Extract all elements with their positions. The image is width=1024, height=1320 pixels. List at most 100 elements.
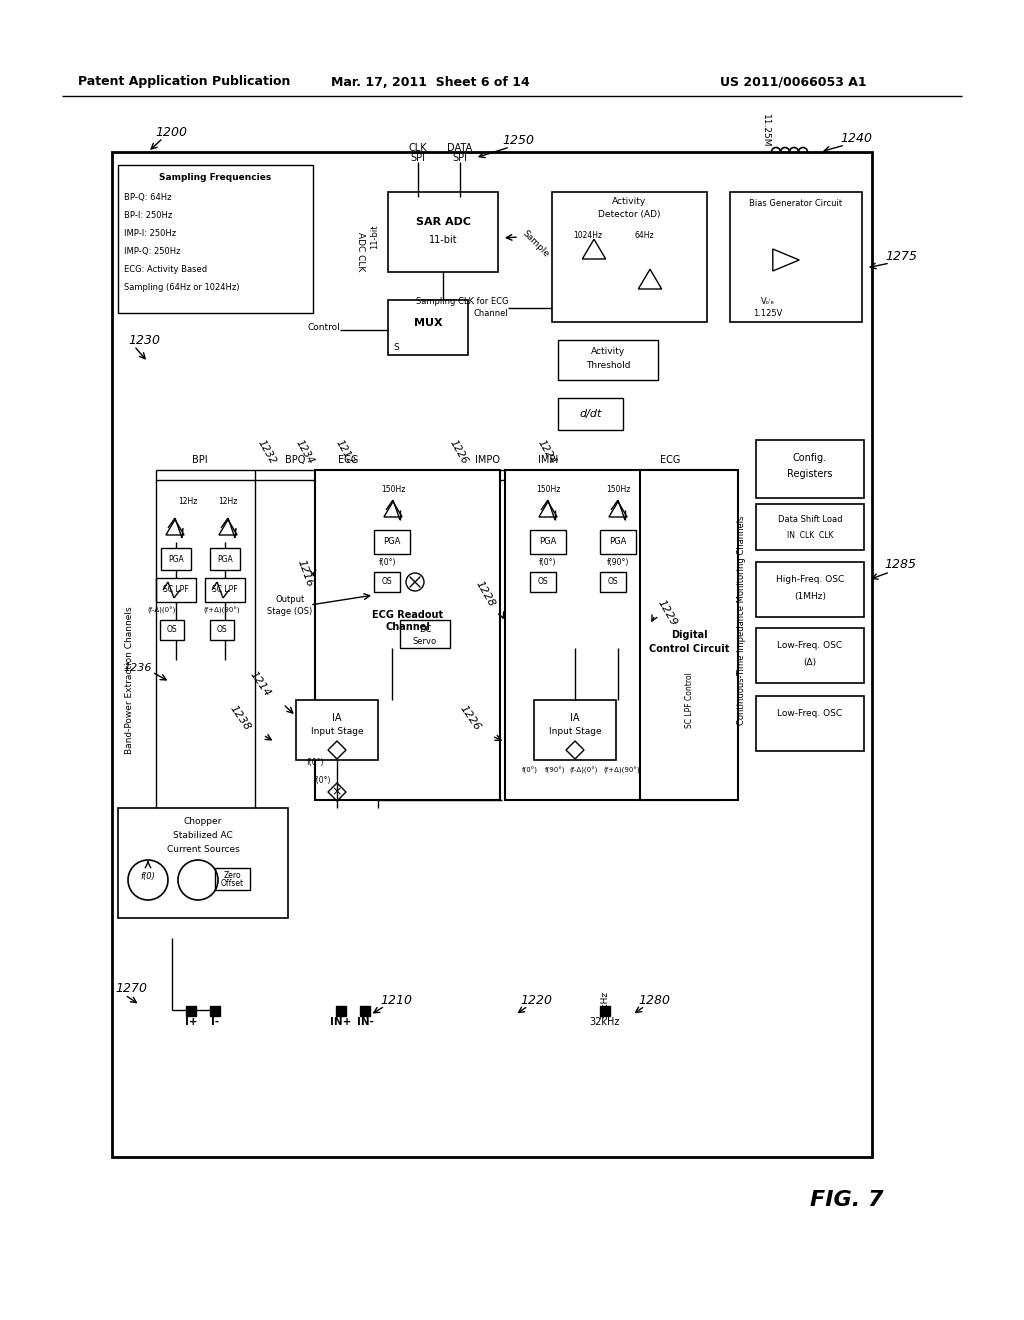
Bar — [215, 869, 250, 890]
Text: 1236: 1236 — [124, 663, 152, 673]
Text: (f-Δ)(0°): (f-Δ)(0°) — [569, 767, 598, 774]
Text: DATA: DATA — [447, 143, 472, 153]
Text: 1212: 1212 — [334, 437, 355, 466]
Text: SC LPF Control: SC LPF Control — [685, 672, 694, 727]
Text: 150Hz: 150Hz — [536, 486, 560, 495]
Text: MUX: MUX — [414, 318, 442, 327]
Text: f(0°): f(0°) — [540, 557, 557, 566]
Text: Control: Control — [307, 323, 340, 333]
Bar — [296, 700, 378, 760]
Bar — [336, 1006, 346, 1016]
Text: 1210: 1210 — [380, 994, 412, 1006]
Text: 64Hz: 64Hz — [634, 231, 653, 239]
Bar — [505, 470, 720, 800]
Text: IMP-I: 250Hz: IMP-I: 250Hz — [124, 228, 176, 238]
Text: IA: IA — [332, 713, 342, 723]
Text: SAR ADC: SAR ADC — [416, 216, 470, 227]
Bar — [558, 341, 658, 380]
Text: (Δ): (Δ) — [804, 657, 816, 667]
Text: f(0°): f(0°) — [307, 758, 325, 767]
Text: OS: OS — [382, 578, 392, 586]
Text: (f-Δ)(0°): (f-Δ)(0°) — [147, 606, 176, 614]
Text: ECG: Activity Based: ECG: Activity Based — [124, 265, 207, 275]
Text: f(90°): f(90°) — [545, 767, 565, 774]
Text: 1240: 1240 — [840, 132, 872, 144]
Text: PGA: PGA — [168, 554, 184, 564]
Text: Input Stage: Input Stage — [549, 727, 601, 737]
Text: IMPO: IMPO — [475, 455, 501, 465]
Text: IMP-Q: 250Hz: IMP-Q: 250Hz — [124, 247, 180, 256]
Text: 11-bit: 11-bit — [429, 235, 458, 246]
Text: PGA: PGA — [383, 537, 400, 546]
Text: f(0°): f(0°) — [314, 776, 332, 784]
Text: Activity: Activity — [612, 198, 646, 206]
Text: ECG: ECG — [338, 455, 358, 465]
Text: Chopper: Chopper — [184, 817, 222, 826]
Text: 12Hz: 12Hz — [178, 498, 198, 507]
Text: Continuous-Time Impedance Monitoring Channels: Continuous-Time Impedance Monitoring Cha… — [737, 515, 746, 725]
Text: 1275: 1275 — [885, 249, 918, 263]
Text: 150Hz: 150Hz — [606, 486, 630, 495]
Text: OS: OS — [217, 626, 227, 635]
Text: 1230: 1230 — [128, 334, 160, 346]
Text: I-: I- — [211, 1016, 219, 1027]
Text: OS: OS — [167, 626, 177, 635]
Text: IN-: IN- — [356, 1016, 374, 1027]
Text: 1024Hz: 1024Hz — [573, 231, 602, 239]
Bar — [210, 548, 240, 570]
Text: 32kHz: 32kHz — [600, 991, 609, 1019]
Bar — [558, 399, 623, 430]
Text: Low-Freq. OSC: Low-Freq. OSC — [777, 642, 843, 651]
Text: Vₒⁱₑ: Vₒⁱₑ — [761, 297, 775, 306]
Bar — [756, 628, 864, 682]
Bar — [400, 620, 450, 648]
Text: Sampling (64Hz or 1024Hz): Sampling (64Hz or 1024Hz) — [124, 282, 240, 292]
Bar — [360, 1006, 370, 1016]
Text: DC: DC — [419, 626, 431, 635]
Bar — [160, 620, 184, 640]
Text: 1226: 1226 — [458, 704, 482, 733]
Text: IN  CLK  CLK: IN CLK CLK — [786, 532, 834, 540]
Text: I+: I+ — [184, 1016, 198, 1027]
Bar — [156, 578, 196, 602]
Text: Bias Generator Circuit: Bias Generator Circuit — [750, 199, 843, 209]
Bar — [530, 572, 556, 591]
Text: Mar. 17, 2011  Sheet 6 of 14: Mar. 17, 2011 Sheet 6 of 14 — [331, 75, 529, 88]
Bar — [552, 191, 707, 322]
Text: 150Hz: 150Hz — [381, 486, 406, 495]
Bar — [730, 191, 862, 322]
Bar — [205, 578, 245, 602]
Bar — [756, 562, 864, 616]
Text: 1200: 1200 — [155, 125, 187, 139]
Text: f(0°): f(0°) — [379, 557, 396, 566]
Text: Threshold: Threshold — [586, 362, 630, 371]
Text: 1250: 1250 — [502, 133, 534, 147]
Text: IN+: IN+ — [331, 1016, 351, 1027]
Text: 1220: 1220 — [520, 994, 552, 1006]
Bar — [374, 572, 400, 591]
Text: SPI: SPI — [453, 153, 468, 162]
Text: Zero: Zero — [223, 870, 241, 879]
Text: Channel: Channel — [385, 622, 430, 632]
Text: Data Shift Load: Data Shift Load — [778, 516, 843, 524]
Text: 11-bit: 11-bit — [371, 224, 380, 249]
Text: BP-Q: 64Hz: BP-Q: 64Hz — [124, 193, 171, 202]
Bar — [388, 300, 468, 355]
Bar — [600, 572, 626, 591]
Text: 1214: 1214 — [248, 669, 272, 698]
Text: 1285: 1285 — [884, 557, 916, 570]
Text: f(0°): f(0°) — [522, 767, 538, 774]
Bar — [186, 1006, 196, 1016]
Text: High-Freq. OSC: High-Freq. OSC — [776, 576, 844, 585]
Text: 1270: 1270 — [115, 982, 147, 994]
Text: BPI: BPI — [193, 455, 208, 465]
Text: 1234: 1234 — [294, 437, 315, 466]
Text: IA: IA — [570, 713, 580, 723]
Text: (f+Δ)(90°): (f+Δ)(90°) — [204, 606, 241, 614]
Text: 1232: 1232 — [256, 437, 278, 466]
Text: 11.25M: 11.25M — [761, 115, 769, 148]
Text: PGA: PGA — [540, 537, 557, 546]
Text: f(90°): f(90°) — [607, 557, 629, 566]
Text: Patent Application Publication: Patent Application Publication — [78, 75, 291, 88]
Bar — [210, 1006, 220, 1016]
